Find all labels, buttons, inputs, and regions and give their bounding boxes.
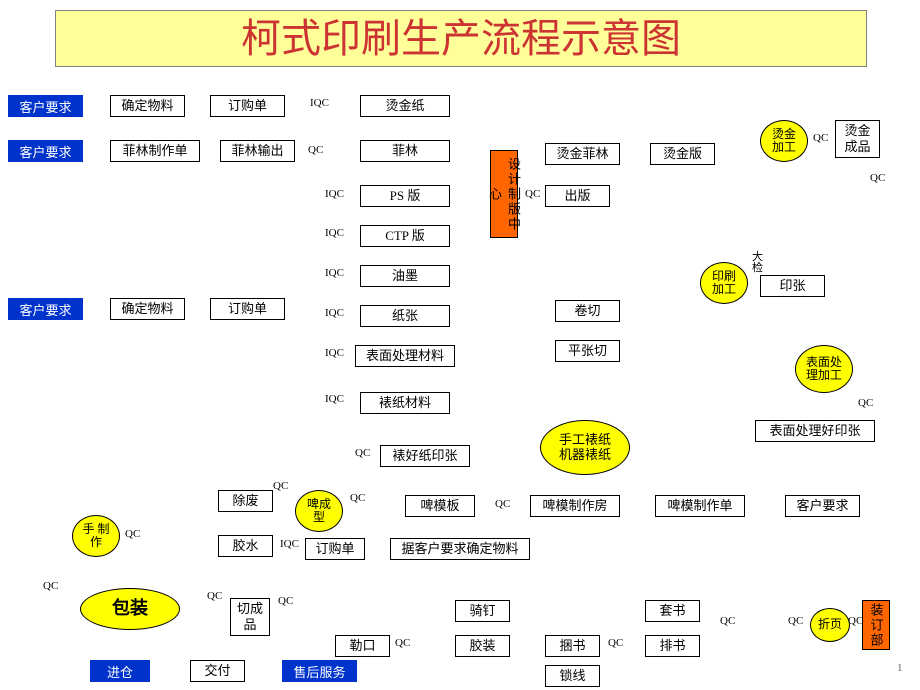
node-aftersales: 售后服务 bbox=[282, 660, 357, 682]
node-print-proc: 印刷加工 bbox=[700, 262, 748, 304]
qc-label-25: QC bbox=[788, 615, 803, 627]
qc-label-13: QC bbox=[355, 447, 370, 459]
node-b-mat1: 确定物料 bbox=[110, 95, 185, 117]
node-b-surface-sheet: 表面处理好印张 bbox=[755, 420, 875, 442]
node-b-die-temp: 啤模板 bbox=[405, 495, 475, 517]
node-b-die-sheet: 啤模制作单 bbox=[655, 495, 745, 517]
node-b-lock: 锁线 bbox=[545, 665, 600, 687]
node-b-perfect: 胶装 bbox=[455, 635, 510, 657]
node-cust1: 客户要求 bbox=[8, 95, 83, 117]
qc-label-17: QC bbox=[495, 498, 510, 510]
qc-label-1: QC bbox=[308, 144, 323, 156]
node-b-roll-cut: 卷切 bbox=[555, 300, 620, 322]
node-b-ink: 油墨 bbox=[360, 265, 450, 287]
qc-label-19: QC bbox=[43, 580, 58, 592]
qc-label-20: QC bbox=[207, 590, 222, 602]
node-b-collate: 排书 bbox=[645, 635, 700, 657]
node-b-waste: 除废 bbox=[218, 490, 273, 512]
node-b-print-sheet: 印张 bbox=[760, 275, 825, 297]
node-b-foil-film: 烫金菲林 bbox=[545, 143, 620, 165]
node-design-center: 设计制版中心 bbox=[490, 150, 518, 238]
qc-label-12: QC bbox=[858, 397, 873, 409]
node-b-flap: 勒口 bbox=[335, 635, 390, 657]
node-b-film-sheet: 菲林制作单 bbox=[110, 140, 200, 162]
diagram-title: 柯式印刷生产流程示意图 bbox=[55, 10, 867, 67]
node-b-foil-plate: 烫金版 bbox=[650, 143, 715, 165]
qc-label-23: QC bbox=[608, 637, 623, 649]
qc-label-18: IQC bbox=[280, 538, 299, 550]
node-hot-stamp: 烫金加工 bbox=[760, 120, 808, 162]
node-b-deliver: 交付 bbox=[190, 660, 245, 682]
qc-label-4: IQC bbox=[325, 188, 344, 200]
qc-label-24: QC bbox=[720, 615, 735, 627]
qc-label-3: QC bbox=[870, 172, 885, 184]
qc-label-2: QC bbox=[813, 132, 828, 144]
node-b-saddle: 骑钉 bbox=[455, 600, 510, 622]
node-paper-mount: 手工裱纸机器裱纸 bbox=[540, 420, 630, 475]
node-b-foil: 烫金纸 bbox=[360, 95, 450, 117]
node-hand-make: 手 制作 bbox=[72, 515, 120, 557]
node-b-die-room: 啤模制作房 bbox=[530, 495, 620, 517]
qc-label-6: IQC bbox=[325, 227, 344, 239]
node-b-mat2: 确定物料 bbox=[110, 298, 185, 320]
node-cust2: 客户要求 bbox=[8, 140, 83, 162]
qc-label-9: IQC bbox=[325, 307, 344, 319]
node-die-cut: 啤成型 bbox=[295, 490, 343, 532]
qc-label-11: IQC bbox=[325, 393, 344, 405]
qc-label-0: IQC bbox=[310, 97, 329, 109]
node-binding-dept: 装订部 bbox=[862, 600, 890, 650]
qc-label-15: QC bbox=[273, 480, 288, 492]
qc-label-14: QC bbox=[125, 528, 140, 540]
node-b-ctp: CTP 版 bbox=[360, 225, 450, 247]
qc-label-22: QC bbox=[395, 637, 410, 649]
qc-label-8: IQC bbox=[325, 267, 344, 279]
node-package: 包装 bbox=[80, 588, 180, 630]
node-b-film-out: 菲林输出 bbox=[220, 140, 295, 162]
node-b-cut-prod: 切成品 bbox=[230, 598, 270, 636]
node-surface-proc: 表面处理加工 bbox=[795, 345, 853, 393]
node-b-film: 菲林 bbox=[360, 140, 450, 162]
node-b-bundle: 捆书 bbox=[545, 635, 600, 657]
qc-label-5: QC bbox=[525, 188, 540, 200]
node-b-ps: PS 版 bbox=[360, 185, 450, 207]
node-b-cust-req: 客户要求 bbox=[785, 495, 860, 517]
node-warehouse: 进仓 bbox=[90, 660, 150, 682]
node-b-publish: 出版 bbox=[545, 185, 610, 207]
qc-label-21: QC bbox=[278, 595, 293, 607]
qc-label-7: 大检 bbox=[752, 252, 763, 274]
node-b-foil-prod: 烫金成品 bbox=[835, 120, 880, 158]
page-number: 1 bbox=[897, 662, 903, 674]
qc-label-26: QC bbox=[848, 615, 863, 627]
node-b-surface-mat: 表面处理材料 bbox=[355, 345, 455, 367]
node-b-flat-cut: 平张切 bbox=[555, 340, 620, 362]
node-b-paper: 纸张 bbox=[360, 305, 450, 327]
node-b-order2: 订购单 bbox=[210, 298, 285, 320]
qc-label-16: QC bbox=[350, 492, 365, 504]
qc-label-10: IQC bbox=[325, 347, 344, 359]
node-b-order3: 订购单 bbox=[305, 538, 365, 560]
node-b-mount-mat: 裱纸材料 bbox=[360, 392, 450, 414]
node-fold: 折页 bbox=[810, 608, 850, 642]
node-b-order1: 订购单 bbox=[210, 95, 285, 117]
node-cust3: 客户要求 bbox=[8, 298, 83, 320]
node-b-cust-mat: 据客户要求确定物料 bbox=[390, 538, 530, 560]
node-b-glue: 胶水 bbox=[218, 535, 273, 557]
node-b-mounted: 裱好纸印张 bbox=[380, 445, 470, 467]
node-b-case: 套书 bbox=[645, 600, 700, 622]
